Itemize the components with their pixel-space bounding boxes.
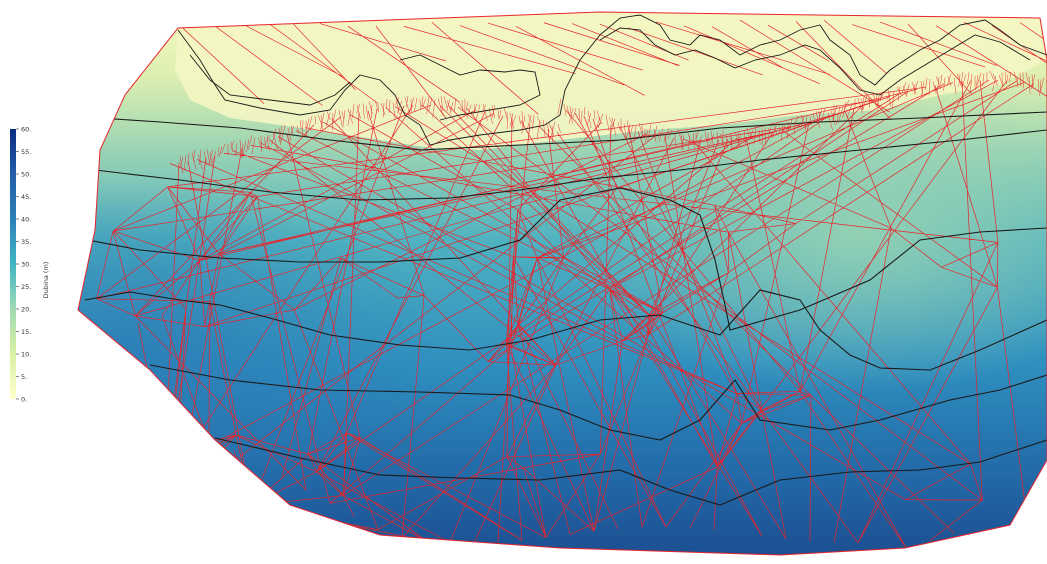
coastal-shallows [175, 12, 1047, 150]
contour-line [149, 364, 1047, 441]
coastline-features [177, 14, 1047, 146]
contour-line [99, 111, 1047, 151]
colorbar-legend: 60. 55. 50. 45. 40. 35. 30. 25. 20. 15. 10. 5. 0. Du… [10, 125, 50, 403]
contour-line [214, 437, 1047, 506]
domain-boundary [77, 11, 1047, 556]
colorbar-gradient [10, 129, 16, 399]
contour-line [94, 129, 1047, 201]
contour-line [87, 187, 1047, 331]
colorbar-tick-label: 30. [21, 260, 31, 268]
colorbar-ticks: 60. 55. 50. 45. 40. 35. 30. 25. 20. 15. 10. 5. 0. [16, 125, 31, 403]
colorbar-tick-label: 15. [21, 328, 31, 336]
contour-line [84, 289, 1047, 371]
colorbar-tick-label: 60. [21, 125, 31, 133]
colorbar-tick-label: 55. [21, 148, 31, 156]
colorbar-tick-label: 25. [21, 283, 31, 291]
colorbar-tick-label: 40. [21, 215, 31, 223]
colorbar-tick-label: 0. [21, 395, 27, 403]
colorbar-tick-label: 35. [21, 238, 31, 246]
colorbar-tick-label: 10. [21, 350, 31, 358]
colorbar-tick-label: 5. [21, 373, 27, 381]
colorbar-tick-label: 50. [21, 170, 31, 178]
depth-contours [84, 111, 1047, 506]
coastline-mesh-refinement [179, 70, 1045, 174]
colorbar-title: Dubina (m) [42, 262, 50, 299]
colorbar-tick-label: 20. [21, 305, 31, 313]
colorbar-tick-label: 45. [21, 193, 31, 201]
coast-hatch-lines [179, 70, 1045, 174]
